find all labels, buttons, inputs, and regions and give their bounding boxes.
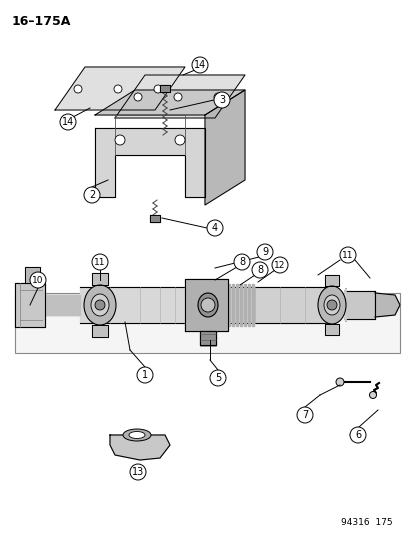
Text: 7: 7 <box>301 410 307 420</box>
Ellipse shape <box>197 293 218 317</box>
Circle shape <box>214 92 230 108</box>
Polygon shape <box>95 128 204 197</box>
Circle shape <box>134 93 142 101</box>
Circle shape <box>296 407 312 423</box>
Polygon shape <box>185 279 228 331</box>
Text: 14: 14 <box>193 60 206 70</box>
Text: 13: 13 <box>132 467 144 477</box>
Circle shape <box>209 370 225 386</box>
Circle shape <box>206 220 223 236</box>
Circle shape <box>369 392 375 399</box>
Circle shape <box>95 300 105 310</box>
Polygon shape <box>25 267 40 283</box>
Text: 1: 1 <box>142 370 148 380</box>
Circle shape <box>252 262 267 278</box>
Polygon shape <box>95 90 244 115</box>
Text: 10: 10 <box>32 276 44 285</box>
Text: 6: 6 <box>354 430 360 440</box>
Text: 14: 14 <box>62 117 74 127</box>
Polygon shape <box>374 293 399 317</box>
Circle shape <box>137 367 153 383</box>
Polygon shape <box>80 287 195 323</box>
Polygon shape <box>231 284 233 326</box>
Polygon shape <box>324 324 338 335</box>
Polygon shape <box>110 435 170 460</box>
Ellipse shape <box>317 286 345 324</box>
Polygon shape <box>243 284 245 326</box>
Circle shape <box>256 244 272 260</box>
Text: 4: 4 <box>211 223 218 233</box>
Ellipse shape <box>129 432 145 439</box>
Polygon shape <box>45 295 80 315</box>
Circle shape <box>30 272 46 288</box>
Circle shape <box>335 378 343 386</box>
FancyBboxPatch shape <box>15 293 399 353</box>
Circle shape <box>114 85 122 93</box>
Polygon shape <box>324 275 338 286</box>
Circle shape <box>326 300 336 310</box>
Text: 11: 11 <box>342 251 353 260</box>
Circle shape <box>339 247 355 263</box>
Polygon shape <box>15 283 45 327</box>
Polygon shape <box>115 75 244 118</box>
Text: 2: 2 <box>89 190 95 200</box>
Text: 12: 12 <box>274 261 285 270</box>
Text: 8: 8 <box>256 265 262 275</box>
Polygon shape <box>247 284 249 326</box>
Polygon shape <box>150 215 159 222</box>
Circle shape <box>349 427 365 443</box>
Polygon shape <box>92 325 108 337</box>
Polygon shape <box>92 273 108 285</box>
Ellipse shape <box>323 295 339 315</box>
Circle shape <box>115 135 125 145</box>
Text: 11: 11 <box>94 257 105 266</box>
Text: 3: 3 <box>218 95 225 105</box>
Polygon shape <box>204 90 244 205</box>
Polygon shape <box>235 284 237 326</box>
Circle shape <box>60 114 76 130</box>
Polygon shape <box>55 67 185 110</box>
Circle shape <box>130 464 146 480</box>
Circle shape <box>175 135 185 145</box>
Text: 94316  175: 94316 175 <box>341 518 392 527</box>
Polygon shape <box>228 284 230 326</box>
Circle shape <box>201 298 214 312</box>
Circle shape <box>154 85 161 93</box>
Ellipse shape <box>84 285 116 325</box>
Circle shape <box>192 57 207 73</box>
Ellipse shape <box>91 294 109 316</box>
Circle shape <box>173 93 182 101</box>
Text: 16–175A: 16–175A <box>12 15 71 28</box>
Polygon shape <box>344 289 345 321</box>
Polygon shape <box>199 331 216 345</box>
Polygon shape <box>228 287 329 323</box>
Text: 5: 5 <box>214 373 221 383</box>
Circle shape <box>84 187 100 203</box>
Text: 9: 9 <box>261 247 267 257</box>
Polygon shape <box>252 284 254 326</box>
Circle shape <box>271 257 287 273</box>
Circle shape <box>214 93 221 101</box>
Circle shape <box>233 254 249 270</box>
Polygon shape <box>240 284 242 326</box>
Text: 8: 8 <box>238 257 244 267</box>
Circle shape <box>74 85 82 93</box>
Polygon shape <box>159 85 170 92</box>
Ellipse shape <box>123 429 151 441</box>
Polygon shape <box>344 291 374 319</box>
Circle shape <box>92 254 108 270</box>
